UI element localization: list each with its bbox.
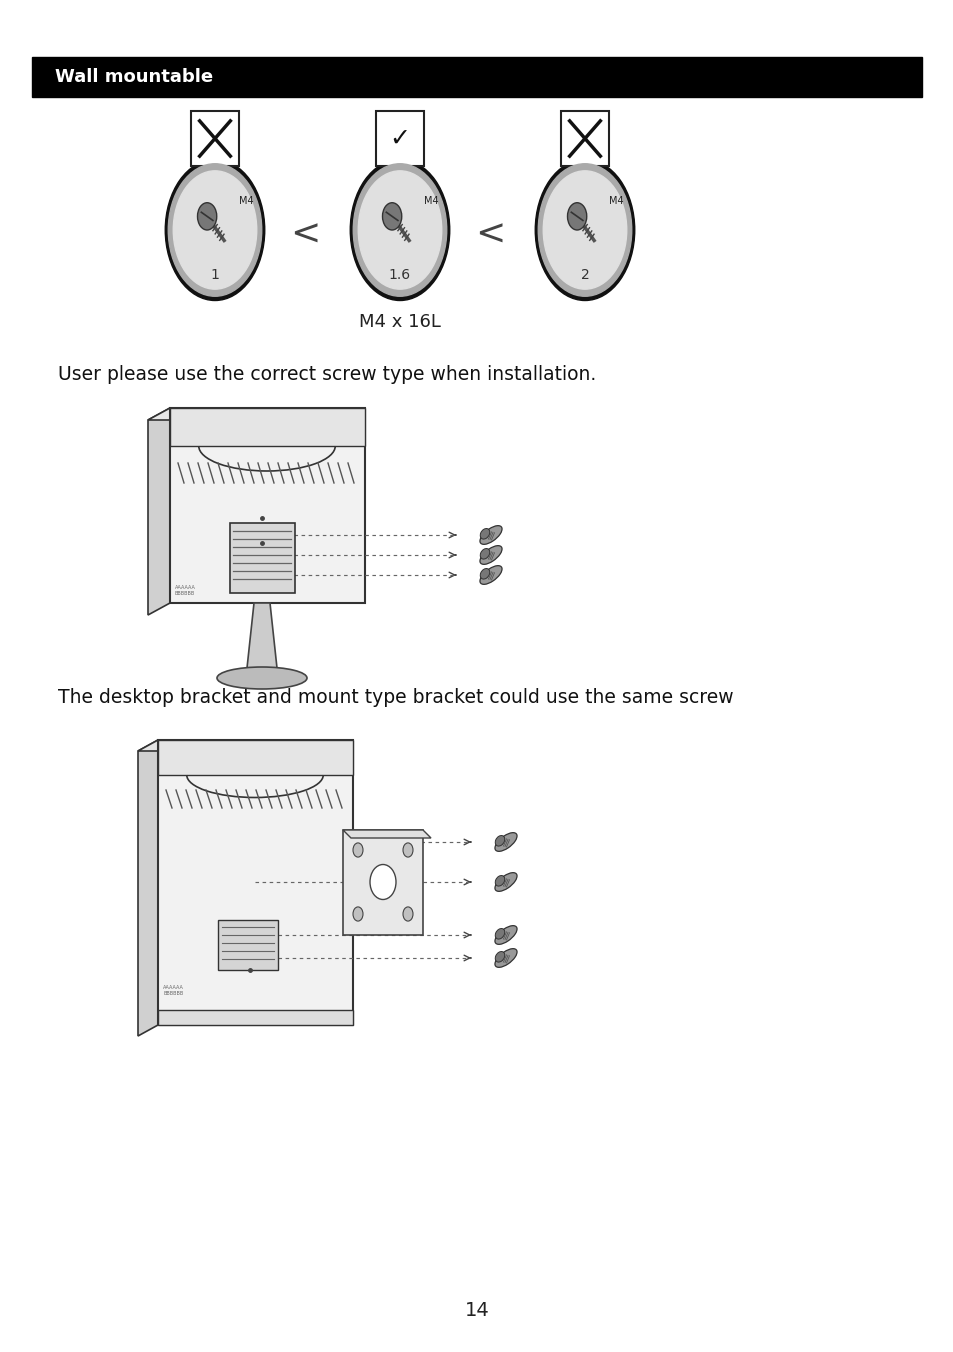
Text: <: <	[475, 218, 505, 251]
Text: 1.6: 1.6	[389, 268, 411, 281]
Text: M4 x 16L: M4 x 16L	[358, 314, 440, 331]
Bar	[170, 408, 365, 603]
Ellipse shape	[495, 952, 504, 963]
Bar	[230, 523, 294, 594]
Circle shape	[567, 203, 586, 230]
Text: <: <	[290, 218, 320, 251]
Circle shape	[173, 170, 256, 289]
Polygon shape	[138, 740, 353, 750]
Circle shape	[197, 203, 216, 230]
Bar	[375, 111, 423, 166]
Text: M4: M4	[424, 196, 438, 206]
Text: AAAAAA
BBBBBB: AAAAAA BBBBBB	[174, 585, 195, 596]
Circle shape	[382, 203, 401, 230]
Ellipse shape	[479, 569, 489, 579]
Ellipse shape	[495, 876, 504, 886]
Polygon shape	[247, 603, 276, 668]
Circle shape	[353, 907, 363, 921]
Ellipse shape	[479, 549, 489, 560]
Text: The desktop bracket and mount type bracket could use the same screw: The desktop bracket and mount type brack…	[58, 688, 733, 707]
Bar	[343, 830, 422, 936]
Polygon shape	[148, 408, 365, 420]
Ellipse shape	[495, 833, 517, 852]
Circle shape	[353, 164, 446, 296]
Ellipse shape	[495, 949, 517, 967]
Ellipse shape	[479, 526, 501, 545]
Text: 14: 14	[464, 1301, 489, 1320]
Ellipse shape	[479, 529, 489, 539]
Circle shape	[402, 842, 413, 857]
Circle shape	[350, 160, 449, 300]
Bar	[560, 111, 608, 166]
Circle shape	[168, 164, 261, 296]
Circle shape	[353, 842, 363, 857]
Circle shape	[537, 164, 631, 296]
Text: AAAAAA
BBBBBB: AAAAAA BBBBBB	[163, 986, 184, 996]
Text: 1: 1	[211, 268, 219, 281]
Circle shape	[542, 170, 626, 289]
Bar	[218, 919, 277, 969]
Text: ✓: ✓	[389, 127, 410, 150]
Text: Wall mountable: Wall mountable	[55, 68, 213, 87]
Circle shape	[358, 170, 441, 289]
Circle shape	[402, 907, 413, 921]
Polygon shape	[138, 740, 158, 1036]
Ellipse shape	[479, 565, 501, 584]
Circle shape	[535, 160, 634, 300]
Bar	[32, 57, 921, 97]
Bar	[158, 740, 353, 775]
Ellipse shape	[495, 836, 504, 846]
Ellipse shape	[370, 864, 395, 899]
Ellipse shape	[495, 929, 504, 940]
Ellipse shape	[479, 546, 501, 564]
Bar	[170, 408, 365, 446]
Bar	[191, 111, 239, 166]
Circle shape	[165, 160, 265, 300]
Text: M4: M4	[239, 196, 253, 206]
Ellipse shape	[495, 926, 517, 944]
Bar	[158, 1010, 353, 1025]
Ellipse shape	[495, 872, 517, 891]
Text: User please use the correct screw type when installation.: User please use the correct screw type w…	[58, 365, 596, 384]
Polygon shape	[343, 830, 431, 838]
Text: M4: M4	[608, 196, 623, 206]
Bar	[158, 740, 353, 1025]
Text: 2: 2	[580, 268, 589, 281]
Ellipse shape	[216, 667, 307, 690]
Polygon shape	[148, 408, 170, 615]
